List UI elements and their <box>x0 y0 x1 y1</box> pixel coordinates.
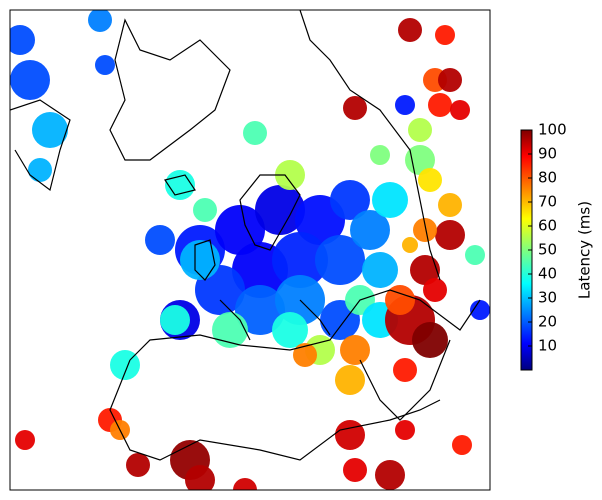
colorbar-tick-label: 70 <box>538 193 557 211</box>
map-area <box>10 10 490 490</box>
coastline <box>359 339 451 421</box>
latency-blob <box>435 25 455 45</box>
latency-blob <box>255 185 305 235</box>
latency-blob <box>465 245 485 265</box>
latency-blob <box>28 158 52 182</box>
latency-blob <box>233 478 257 490</box>
latency-blob <box>126 453 150 477</box>
latency-blob <box>15 430 35 450</box>
colorbar-tick-label: 50 <box>538 241 557 259</box>
latency-blob <box>343 96 367 120</box>
latency-blob <box>428 93 452 117</box>
latency-blob <box>435 220 465 250</box>
latency-blob <box>350 210 390 250</box>
latency-blob <box>315 235 365 285</box>
latency-blob <box>335 420 365 450</box>
colorbar-tick-label: 30 <box>538 289 557 307</box>
latency-blob <box>385 285 415 315</box>
latency-blob <box>452 435 472 455</box>
latency-blob <box>32 112 68 148</box>
latency-blob <box>335 365 365 395</box>
colorbar-tick-label: 10 <box>538 337 557 355</box>
latency-blob <box>88 10 112 32</box>
latency-blob <box>402 237 418 253</box>
latency-blob <box>275 160 305 190</box>
coastline <box>239 174 301 251</box>
latency-blob <box>145 225 175 255</box>
latency-blob <box>418 168 442 192</box>
latency-blob <box>10 25 35 55</box>
coastline <box>129 289 481 361</box>
colorbar-tick-label: 90 <box>538 145 557 163</box>
latency-blob <box>362 252 398 288</box>
latency-blob <box>165 170 195 200</box>
colorbar-tick-label: 20 <box>538 313 557 331</box>
latency-blob <box>395 420 415 440</box>
latency-blob <box>235 285 285 335</box>
latency-blob <box>180 240 220 280</box>
latency-blob <box>185 465 215 490</box>
latency-blob <box>330 180 370 220</box>
latency-blob <box>410 255 440 285</box>
latency-blob <box>293 343 317 367</box>
latency-blob <box>450 100 470 120</box>
coastline <box>109 18 231 161</box>
latency-blob <box>343 458 367 482</box>
latency-blob <box>370 145 390 165</box>
coastlines <box>10 10 481 461</box>
latency-blob <box>395 95 415 115</box>
latency-blob <box>95 55 115 75</box>
coastline <box>10 99 71 192</box>
latency-blob <box>398 18 422 42</box>
latency-blob <box>405 145 435 175</box>
colorbar-tick-label: 40 <box>538 265 557 283</box>
map-frame <box>9 9 491 491</box>
latency-blob <box>412 322 448 358</box>
latency-blob <box>372 182 408 218</box>
latency-blob <box>423 278 447 302</box>
latency-blob <box>470 300 490 320</box>
latency-blob <box>375 460 405 490</box>
coastline <box>164 174 196 196</box>
latency-blob <box>438 68 462 92</box>
latency-blob <box>215 205 265 255</box>
coastline <box>219 299 331 341</box>
colorbar-tick-label: 80 <box>538 169 557 187</box>
colorbar-label: Latency (ms) <box>576 201 594 299</box>
latency-blob <box>272 232 328 288</box>
latency-blob <box>193 198 217 222</box>
latency-blob <box>243 121 267 145</box>
latency-blob <box>413 218 437 242</box>
colorbar-tick-label: 100 <box>538 121 567 139</box>
latency-blob <box>160 305 190 335</box>
latency-blob <box>438 193 462 217</box>
coastline <box>299 10 441 281</box>
coastline <box>109 359 441 461</box>
latency-blob <box>408 118 432 142</box>
coastline <box>194 239 216 281</box>
colorbar-tick-label: 60 <box>538 217 557 235</box>
latency-blob <box>272 312 308 348</box>
latency-blob <box>10 60 50 100</box>
latency-blob <box>340 335 370 365</box>
latency-blob <box>212 312 248 348</box>
latency-blob <box>393 358 417 382</box>
